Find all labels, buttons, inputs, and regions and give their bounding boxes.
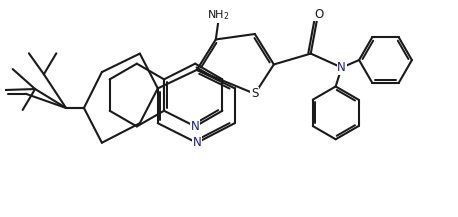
Text: N: N	[192, 136, 201, 149]
Text: O: O	[314, 8, 323, 21]
Text: S: S	[251, 87, 258, 100]
Text: N: N	[191, 120, 200, 133]
Text: NH$_2$: NH$_2$	[207, 9, 229, 22]
Text: N: N	[337, 61, 346, 74]
